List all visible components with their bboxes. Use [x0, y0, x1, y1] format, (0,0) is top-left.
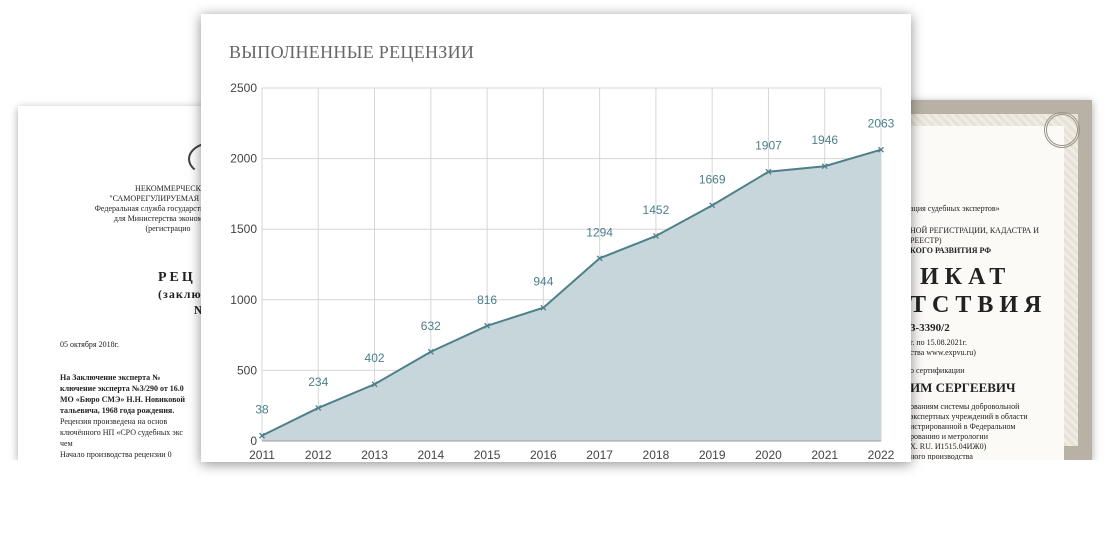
certificate-body-line: ного производства — [910, 452, 973, 460]
certificate-body-line: истрированной в Федеральном — [910, 422, 1016, 431]
data-point — [315, 404, 322, 411]
data-point — [821, 163, 828, 170]
data-label: 1294 — [586, 225, 613, 239]
data-label: 1907 — [755, 139, 782, 153]
area-chart: 0 500 1000 1500 2000 2500 2011 2012 2013 2014 2015… — [230, 81, 895, 462]
x-tick-label: 2021 — [811, 448, 838, 462]
certificate-title-line2: ТСТВИЯ — [910, 292, 1048, 318]
paragraph-line: ключённого НП «СРО судебных экс — [60, 428, 183, 437]
x-tick-label: 2012 — [305, 448, 332, 462]
heading-text: РЕЦ — [158, 270, 196, 285]
assoc-line: ация судебных экспертов» — [910, 204, 1000, 213]
y-tick-label: 500 — [237, 363, 257, 377]
data-point — [709, 202, 716, 209]
data-label: 1946 — [811, 133, 838, 147]
org-line: НЕКОММЕРЧЕСК — [135, 184, 201, 193]
data-label: 944 — [533, 275, 553, 289]
data-label: 2063 — [868, 117, 895, 131]
document-org-header: НЕКОММЕРЧЕСК "САМОРЕГУЛИРУЕМАЯ ОРГАН Фед… — [78, 184, 258, 234]
data-label: 234 — [308, 375, 328, 389]
document-date: 05 октября 2018г. — [60, 340, 119, 349]
org-line: "САМОРЕГУЛИРУЕМАЯ ОРГАН — [109, 194, 227, 203]
paragraph-line: На Заключение эксперта № — [60, 373, 161, 382]
x-tick-label: 2016 — [530, 448, 557, 462]
registry-line: РЕЕСТР) — [910, 236, 942, 245]
x-tick-label: 2020 — [755, 448, 782, 462]
certificate-inner — [896, 126, 1064, 460]
data-point — [878, 146, 884, 153]
data-point — [765, 168, 772, 175]
data-point — [596, 255, 603, 262]
bottom-blank-area — [0, 460, 1110, 552]
data-label: 38 — [255, 403, 269, 417]
x-tick-label: 2019 — [699, 448, 726, 462]
certificate-body-line: экспертных учреждений в области — [910, 412, 1028, 421]
data-label: 402 — [365, 351, 385, 365]
certified-name: ИМ СЕРГЕЕВИЧ — [910, 380, 1016, 395]
x-tick-label: 2013 — [361, 448, 388, 462]
org-line: (регистрацио — [145, 224, 191, 233]
org-line: для Министерства экономическ — [113, 214, 223, 223]
certificate-body-line: X. RU. И1515.04ИЖ0) — [910, 442, 987, 451]
chart-title: ВЫПОЛНЕННЫЕ РЕЦЕНЗИИ — [229, 42, 475, 62]
org-line: Федеральная служба государственной реги — [94, 204, 242, 213]
x-tick-label: 2015 — [474, 448, 501, 462]
certificate-title-line1: ИКАТ — [920, 264, 1012, 290]
y-tick-label: 0 — [250, 434, 257, 448]
certificate-body-line: ованиям системы добровольной — [910, 402, 1020, 411]
certificate-site: ства www.expvu.ru) — [910, 348, 976, 357]
paragraph-line: чем — [60, 439, 73, 448]
x-tick-label: 2014 — [417, 448, 444, 462]
certified-label: о сертификации — [910, 366, 965, 375]
x-tick-label: 2022 — [868, 448, 895, 462]
y-tick-label: 2000 — [230, 152, 257, 166]
data-point — [484, 322, 491, 329]
x-tick-label: 2011 — [249, 448, 275, 462]
certificate-validity: г. по 15.08.2021г. — [910, 338, 968, 347]
y-tick-label: 1500 — [230, 222, 257, 236]
document-paragraph: На Заключение эксперта № ключение экспер… — [60, 372, 260, 460]
data-point — [371, 381, 378, 388]
registry-line: НОЙ РЕГИСТРАЦИИ, КАДАСТРА И — [910, 226, 1039, 235]
paragraph-line: Начало производства рецензии 0 — [60, 450, 172, 459]
data-point — [652, 233, 659, 239]
area-fill — [262, 149, 881, 441]
paragraph-line: МО «Бюро СМЭ» Н.Н. Новиковой — [60, 395, 185, 404]
y-tick-label: 1000 — [230, 293, 257, 307]
registry-line: КОГО РАЗВИТИЯ РФ — [910, 246, 992, 255]
data-label: 1669 — [699, 172, 726, 186]
data-label: 816 — [477, 293, 497, 307]
paragraph-line: ключение эксперта №3/290 от 16.0 — [60, 384, 184, 393]
data-point — [540, 304, 547, 311]
y-tick-label: 2500 — [230, 81, 257, 95]
data-point — [427, 348, 434, 355]
certificate-body-line: рованию и метрологии — [910, 432, 988, 441]
chart-card: ВЫПОЛНЕННЫЕ РЕЦЕНЗИИ 0 500 1000 1500 2000 250… — [201, 14, 911, 462]
paragraph-line: тальевича, 1968 года рождения. — [60, 406, 175, 415]
data-point — [259, 432, 265, 439]
data-label: 632 — [421, 319, 441, 333]
series-line — [261, 148, 882, 437]
paragraph-line: Рецензия произведена на основ — [60, 417, 168, 426]
rosette-icon — [1044, 112, 1080, 148]
x-tick-label: 2017 — [586, 448, 613, 462]
data-label: 1452 — [643, 203, 670, 217]
x-tick-label: 2018 — [643, 448, 670, 462]
certificate-number: 3-3390/2 — [910, 322, 950, 334]
